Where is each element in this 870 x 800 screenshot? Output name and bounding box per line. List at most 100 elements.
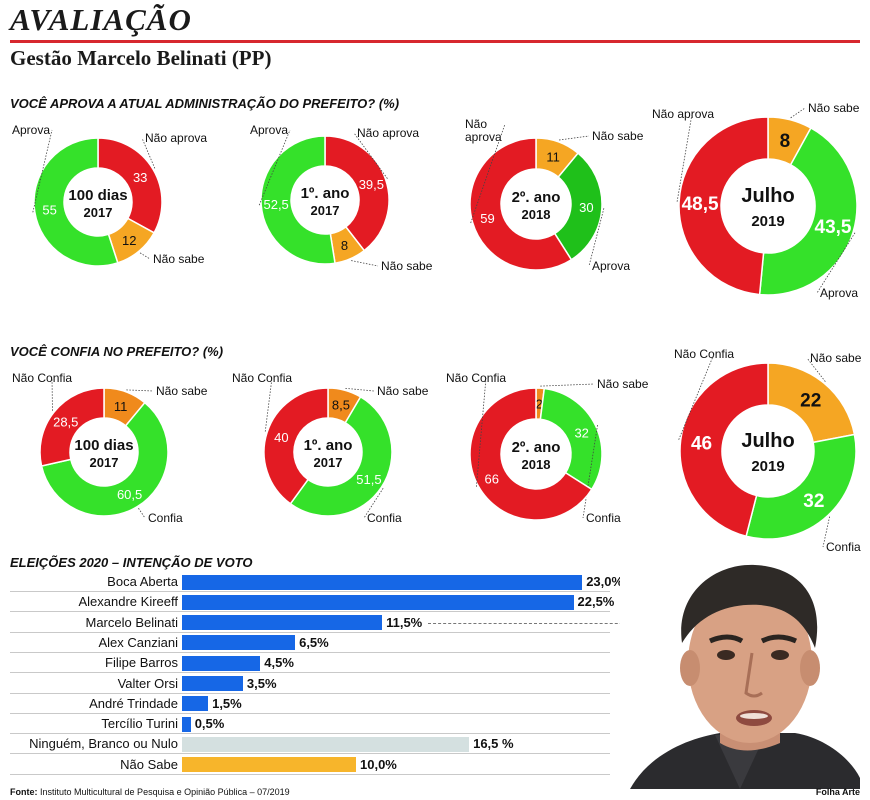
slice-value-label: 32 xyxy=(574,425,588,440)
bar-category-label: Valter Orsi xyxy=(117,675,178,691)
slice-category-label: Não Confia xyxy=(232,371,292,385)
row-divider xyxy=(10,672,610,674)
bar-value-label: 0,5% xyxy=(194,716,225,732)
slice-value-label: 30 xyxy=(579,200,593,215)
row-divider xyxy=(10,773,610,775)
bar-value-label: 11,5% xyxy=(386,614,423,630)
donut-center-label: 1º. ano xyxy=(301,185,350,202)
slice-category-label: Confia xyxy=(826,540,861,554)
donut-center-year: 2018 xyxy=(522,207,551,222)
donut-slice xyxy=(33,137,119,267)
page-title: AVALIAÇÃO xyxy=(10,2,192,37)
page-subtitle: Gestão Marcelo Belinati (PP) xyxy=(10,46,272,70)
bar-category-label: Filipe Barros xyxy=(105,655,178,671)
slice-category-label: Não sabe xyxy=(808,101,860,115)
bar xyxy=(182,594,574,610)
donut-approve-1: 33 Não aprova 12 Não sabe 55 Aprova 100 dias20… xyxy=(12,123,207,267)
donut-slice xyxy=(758,126,858,296)
leader-line xyxy=(678,353,715,440)
mayor-photo xyxy=(620,553,860,789)
person-portrait-icon xyxy=(620,553,860,789)
bar-value-label: 4,5% xyxy=(264,655,294,671)
slice-category-label: Não aprova xyxy=(145,131,207,145)
slice-category-label: Confia xyxy=(586,511,621,525)
slice-value-label: 51,5 xyxy=(356,472,381,487)
bar xyxy=(182,574,583,590)
bar xyxy=(182,655,261,671)
donut-slice xyxy=(260,135,336,265)
donut-center-year: 2019 xyxy=(751,213,784,230)
slice-category-label: Não sabe xyxy=(381,259,433,273)
bar xyxy=(182,615,383,631)
section-title-approve: VOCÊ APROVA A ATUAL ADMINISTRAÇÃO DO PRE… xyxy=(10,96,400,111)
donut-slice xyxy=(539,387,603,491)
bar-category-label: Tercílio Turini xyxy=(101,716,178,732)
row-divider xyxy=(10,611,610,613)
donut-slice xyxy=(97,137,163,234)
leader-line xyxy=(806,357,826,382)
leader-line xyxy=(138,508,146,519)
slice-value-label: 8 xyxy=(780,131,791,152)
donut-approve-2: 39,5 Não aprova 8 Não sabe 52,5 Aprova 1º. ano… xyxy=(250,123,433,273)
donut-slice xyxy=(553,152,603,261)
donut-center-label: 2º. ano xyxy=(512,439,561,456)
leader-line xyxy=(141,137,156,169)
bar xyxy=(182,757,356,773)
donut-slice xyxy=(40,401,169,517)
donut-center-label: 100 dias xyxy=(74,437,133,454)
row-divider xyxy=(10,651,610,653)
donut-center-year: 2018 xyxy=(522,457,551,472)
donut-slice xyxy=(263,387,329,505)
leader-line xyxy=(353,132,388,179)
bar-category-label: Alexandre Kireeff xyxy=(78,594,179,610)
slice-category-label: Não Confia xyxy=(674,347,734,361)
footer-credit: Folha Arte xyxy=(815,787,860,797)
slice-value-label: 11 xyxy=(114,399,128,414)
leader-line xyxy=(588,208,605,267)
section-title-trust: VOCÊ CONFIA NO PREFEITO? (%) xyxy=(10,344,224,359)
leader-line xyxy=(428,623,643,624)
bar-category-label: Ninguém, Branco ou Nulo xyxy=(29,736,178,752)
donut-slice xyxy=(745,433,857,540)
donut-center-year: 2017 xyxy=(311,203,340,218)
section-title-votes: ELEIÇÕES 2020 – INTENÇÃO DE VOTO xyxy=(10,555,253,570)
bar xyxy=(182,635,296,651)
leader-line xyxy=(476,377,487,487)
leader-line xyxy=(351,260,379,267)
slice-category-label: Não aprova xyxy=(357,126,419,140)
bar-value-label: 1,5% xyxy=(212,695,242,711)
slice-category-label: Aprova xyxy=(250,123,288,137)
bar-value-label: 23,0% xyxy=(586,574,624,589)
bar-category-label: André Trindade xyxy=(89,695,178,711)
slice-value-label: 8,5 xyxy=(332,398,350,413)
slice-category-label: Confia xyxy=(367,511,402,525)
slice-value-label: 11 xyxy=(546,149,560,164)
bar-category-label: Alex Canziani xyxy=(98,634,179,650)
donut-trust-2: 8,5 Não sabe 51,5 Confia 40 Não Confia 1º. ano… xyxy=(232,371,429,525)
donut-center-label: 100 dias xyxy=(68,187,127,204)
slice-category-label: Não aprova xyxy=(652,107,714,121)
bar-value-label: 22,5% xyxy=(577,594,615,610)
bar-category-label: Boca Aberta xyxy=(107,574,178,589)
slice-category-label: Aprova xyxy=(820,286,858,300)
donut-approve-4: 8 Não sabe 43,5 Aprova 48,5 Não aprova Julho 20… xyxy=(652,101,860,300)
slice-value-label: 2 xyxy=(536,397,543,412)
slice-value-label: 8 xyxy=(341,238,348,253)
row-divider xyxy=(10,692,610,694)
slice-category-label: Aprova xyxy=(12,123,50,137)
donut-center-year: 2019 xyxy=(751,458,784,475)
slice-category-label: Não Confia xyxy=(446,371,506,385)
leader-line xyxy=(540,383,595,387)
footer-source: Fonte: Instituto Multicultural de Pesqui… xyxy=(10,787,290,797)
bar-value-label: 16,5 % xyxy=(473,736,514,752)
bar-value-label: 3,5% xyxy=(246,675,277,691)
slice-category-label: Não Confia xyxy=(12,371,72,385)
bar xyxy=(182,676,243,691)
leader-line xyxy=(126,389,154,392)
donut-center-label: Julho xyxy=(741,430,794,452)
donut-trust-4: 22 Não sabe 32 Confia 46 Não Confia Julho 2019 xyxy=(674,347,862,554)
row-divider xyxy=(10,712,610,714)
leader-line xyxy=(822,516,830,548)
donut-center-year: 2017 xyxy=(90,455,119,470)
